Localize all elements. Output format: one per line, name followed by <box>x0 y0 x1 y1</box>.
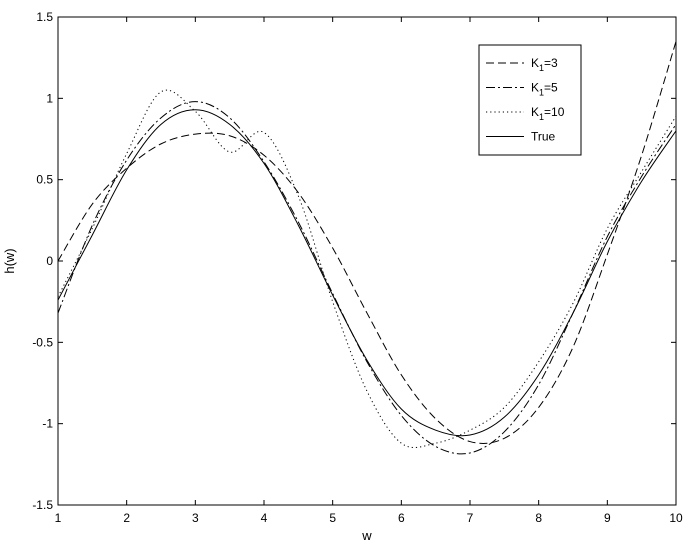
y-tick-label: -0.5 <box>32 335 53 349</box>
x-tick-label: 3 <box>192 511 199 525</box>
y-tick-label: 1 <box>46 91 53 105</box>
x-tick-label: 2 <box>123 511 130 525</box>
legend: K1=3 K1=5 K1=10 True <box>478 44 582 156</box>
x-tick-label: 7 <box>467 511 474 525</box>
legend-label: True <box>531 130 556 144</box>
x-axis-label: w <box>361 528 372 543</box>
legend-label: K1=5 <box>531 81 558 98</box>
x-tick-label: 5 <box>329 511 336 525</box>
y-tick-label: 0.5 <box>36 173 53 187</box>
series-line-k1-10 <box>57 89 677 449</box>
x-tick-label: 6 <box>398 511 405 525</box>
legend-box <box>478 44 582 156</box>
series-lines <box>57 41 677 455</box>
y-tick-label: 0 <box>46 254 53 268</box>
x-tick-label: 9 <box>604 511 611 525</box>
x-tick-label: 10 <box>669 511 683 525</box>
series-line-true <box>57 109 677 437</box>
y-axis-label: h(w) <box>2 248 17 273</box>
series-line-k1-3 <box>57 41 677 444</box>
y-tick-label: 1.5 <box>36 10 53 24</box>
y-tick-label: -1 <box>42 417 53 431</box>
legend-label: K1=10 <box>531 105 565 122</box>
axis-ticks: 1 2 3 4 5 6 7 8 9 10 -1.5 -1 -0.5 0 0.5 1 1.5 <box>32 10 683 525</box>
plot-area <box>57 16 677 506</box>
x-tick-label: 4 <box>261 511 268 525</box>
x-tick-label: 1 <box>55 511 62 525</box>
x-tick-label: 8 <box>535 511 542 525</box>
legend-label: K1=3 <box>531 56 558 73</box>
y-tick-label: -1.5 <box>32 498 53 512</box>
